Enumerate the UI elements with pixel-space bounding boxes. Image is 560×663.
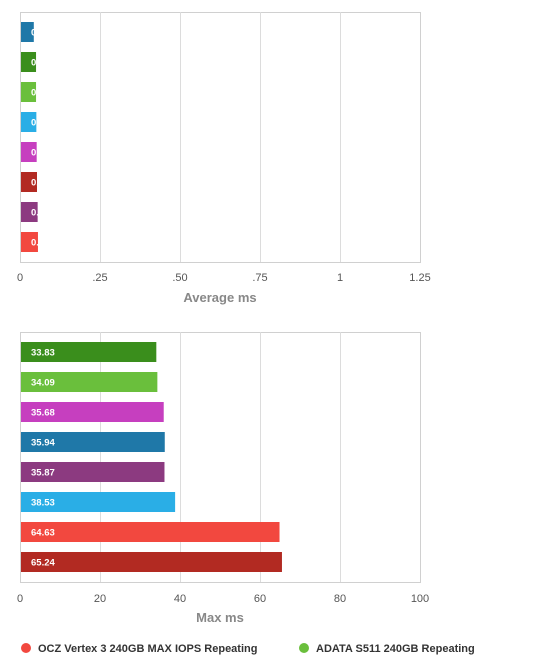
chart1-bar-value-label: 65.24: [31, 558, 55, 569]
chart1-bar-value-label: 35.94: [31, 438, 55, 449]
chart1-bar: [21, 522, 280, 542]
chart1-bar-value-label: 35.87: [31, 468, 55, 479]
legend-entry-label: OCZ Vertex 3 240GB MAX IOPS Repeating: [38, 643, 257, 655]
chart0-bar-value-label: 0.053: [31, 238, 55, 249]
chart1-bar: [21, 462, 165, 482]
chart0-tick-label: .75: [252, 272, 267, 284]
chart1-tick-label: 80: [334, 593, 346, 605]
legend-entry-label: ADATA S511 240GB Repeating: [316, 643, 475, 655]
chart0-tick-label: 1: [337, 272, 343, 284]
chart1-bar-value-label: 35.68: [31, 408, 55, 419]
chart1-bar: [21, 492, 176, 512]
chart0-plot-area: [20, 12, 421, 263]
chart1-tick-label: 40: [174, 593, 186, 605]
chart1-plot-area: [20, 332, 421, 583]
legend-marker: [21, 643, 31, 653]
chart0-bar: [21, 52, 37, 72]
chart1-bar: [21, 372, 158, 392]
chart1-axis-title: Max ms: [196, 610, 244, 625]
chart1-bar: [21, 402, 164, 422]
chart1-bar: [21, 432, 165, 452]
chart0-bar: [21, 202, 38, 222]
chart0-tick-label: .25: [92, 272, 107, 284]
chart0-bar: [21, 172, 37, 192]
chart0-bar-value-label: 0.047: [31, 88, 55, 99]
chart0-bar: [21, 142, 37, 162]
chart0-bar-value-label: 0.048: [31, 118, 55, 129]
chart0-tick-label: 1.25: [409, 272, 430, 284]
chart0-bar: [21, 22, 34, 42]
chart0-bar-value-label: 0.040: [31, 28, 55, 39]
chart0-bar-value-label: 0.049: [31, 148, 55, 159]
chart1-tick-label: 0: [17, 593, 23, 605]
chart0-bar: [21, 112, 37, 132]
chart1-bar: [21, 342, 157, 362]
chart1-bar-value-label: 33.83: [31, 348, 55, 359]
chart1-bar-value-label: 64.63: [31, 528, 55, 539]
chart1-tick-label: 20: [94, 593, 106, 605]
chart1-tick-label: 60: [254, 593, 266, 605]
chart0-bar: [21, 82, 37, 102]
chart0-bar-value-label: 0.052: [31, 208, 55, 219]
chart0-bar-value-label: 0.047: [31, 58, 55, 69]
chart1-bar: [21, 552, 282, 572]
chart0-tick-label: 0: [17, 272, 23, 284]
chart1-bar-value-label: 34.09: [31, 378, 55, 389]
chart0-bar: [21, 232, 38, 252]
legend-marker: [299, 643, 309, 653]
chart0-axis-title: Average ms: [183, 290, 256, 305]
chart0-bar-value-label: 0.050: [31, 178, 55, 189]
chart1-bar-value-label: 38.53: [31, 498, 55, 509]
chart0-tick-label: .50: [172, 272, 187, 284]
chart1-tick-label: 100: [411, 593, 429, 605]
